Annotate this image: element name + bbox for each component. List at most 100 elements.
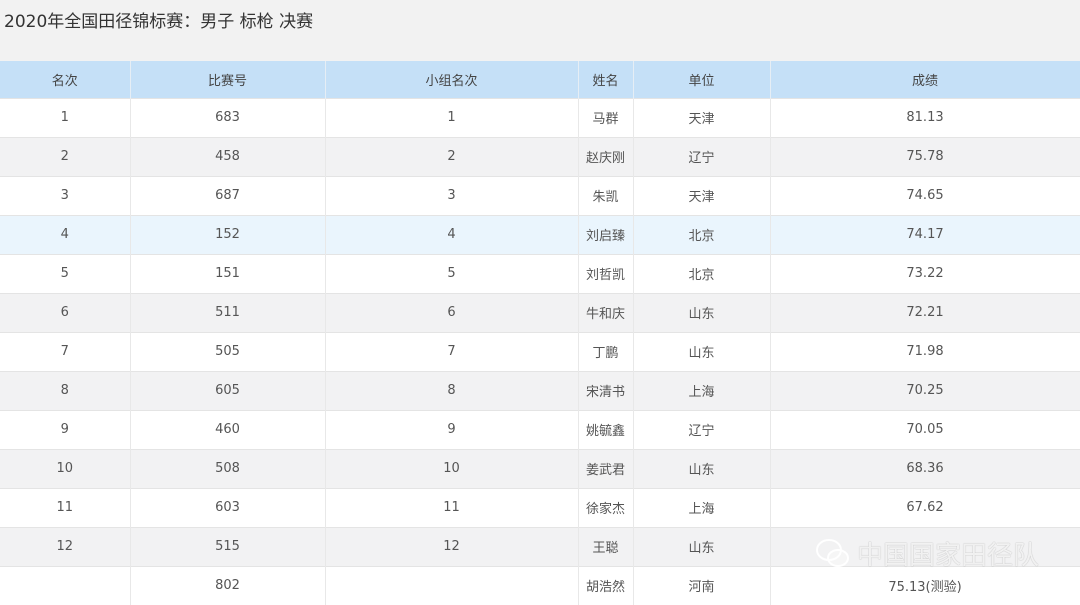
cell-team: 山东 — [633, 292, 771, 332]
cell-name: 朱凯 — [578, 175, 634, 215]
cell-rank: 1 — [0, 97, 131, 137]
cell-result: 72.21 — [770, 292, 1080, 332]
cell-team: 北京 — [633, 253, 771, 293]
cell-team: 辽宁 — [633, 409, 771, 449]
table-row: 5 151 5 刘哲凯 北京 73.22 — [0, 253, 1080, 293]
cell-bib: 802 — [130, 565, 326, 605]
cell-result: 71.98 — [770, 331, 1080, 371]
cell-name: 王聪 — [578, 526, 634, 566]
table-row: 7 505 7 丁鹏 山东 71.98 — [0, 331, 1080, 371]
cell-rank: 11 — [0, 487, 131, 527]
cell-group-rank: 2 — [325, 136, 579, 176]
table-row: 1 683 1 马群 天津 81.13 — [0, 97, 1080, 137]
cell-team: 山东 — [633, 331, 771, 371]
column-header-group-rank[interactable]: 小组名次 — [325, 61, 579, 98]
cell-group-rank: 6 — [325, 292, 579, 332]
cell-name: 姜武君 — [578, 448, 634, 488]
cell-rank: 3 — [0, 175, 131, 215]
cell-bib: 603 — [130, 487, 326, 527]
cell-bib: 151 — [130, 253, 326, 293]
cell-name: 徐家杰 — [578, 487, 634, 527]
table-row: 3 687 3 朱凯 天津 74.65 — [0, 175, 1080, 215]
table-row: 11 603 11 徐家杰 上海 67.62 — [0, 487, 1080, 527]
cell-result: 75.78 — [770, 136, 1080, 176]
cell-result: 68.36 — [770, 448, 1080, 488]
wechat-icon — [816, 538, 849, 567]
cell-group-rank: 3 — [325, 175, 579, 215]
results-table: 名次 比赛号 小组名次 姓名 单位 成绩 1 683 1 马群 天津 81.13 2 458 2 赵庆刚 辽宁… — [0, 61, 1080, 605]
watermark-text: 中国国家田径队 — [857, 541, 1040, 571]
cell-team: 天津 — [633, 97, 771, 137]
cell-result: 73.22 — [770, 253, 1080, 293]
cell-name: 马群 — [578, 97, 634, 137]
cell-group-rank: 9 — [325, 409, 579, 449]
cell-result: 74.17 — [770, 214, 1080, 254]
table-row: 802 胡浩然 河南 75.13(测验) — [0, 565, 1080, 605]
table-row: 2 458 2 赵庆刚 辽宁 75.78 — [0, 136, 1080, 176]
cell-result: 75.13(测验) — [770, 565, 1080, 605]
cell-bib: 505 — [130, 331, 326, 371]
cell-result: 70.05 — [770, 409, 1080, 449]
cell-group-rank — [325, 565, 579, 605]
cell-name: 丁鹏 — [578, 331, 634, 371]
header-row: 名次 比赛号 小组名次 姓名 单位 成绩 — [0, 61, 1080, 98]
cell-bib: 683 — [130, 97, 326, 137]
column-header-rank[interactable]: 名次 — [0, 61, 131, 98]
cell-rank: 12 — [0, 526, 131, 566]
cell-bib: 605 — [130, 370, 326, 410]
cell-rank: 5 — [0, 253, 131, 293]
cell-rank: 7 — [0, 331, 131, 371]
cell-bib: 508 — [130, 448, 326, 488]
cell-team: 河南 — [633, 565, 771, 605]
watermark: 中国国家田径队 — [815, 535, 1039, 572]
cell-rank: 6 — [0, 292, 131, 332]
cell-bib: 687 — [130, 175, 326, 215]
cell-rank — [0, 565, 131, 605]
cell-rank: 9 — [0, 409, 131, 449]
cell-name: 胡浩然 — [578, 565, 634, 605]
column-header-name[interactable]: 姓名 — [578, 61, 634, 98]
cell-group-rank: 11 — [325, 487, 579, 527]
cell-team: 上海 — [633, 487, 771, 527]
cell-bib: 152 — [130, 214, 326, 254]
cell-bib: 460 — [130, 409, 326, 449]
cell-result: 74.65 — [770, 175, 1080, 215]
cell-name: 刘启臻 — [578, 214, 634, 254]
cell-team: 天津 — [633, 175, 771, 215]
table-row: 9 460 9 姚毓鑫 辽宁 70.05 — [0, 409, 1080, 449]
cell-team: 北京 — [633, 214, 771, 254]
cell-bib: 515 — [130, 526, 326, 566]
cell-result — [770, 526, 1080, 566]
cell-rank: 4 — [0, 214, 131, 254]
cell-result: 67.62 — [770, 487, 1080, 527]
cell-group-rank: 10 — [325, 448, 579, 488]
cell-group-rank: 1 — [325, 97, 579, 137]
cell-result: 70.25 — [770, 370, 1080, 410]
cell-name: 牛和庆 — [578, 292, 634, 332]
cell-result: 81.13 — [770, 97, 1080, 137]
page-title: 2020年全国田径锦标赛：男子 标枪 决赛 — [4, 12, 314, 32]
cell-name: 刘哲凯 — [578, 253, 634, 293]
table-row: 8 605 8 宋清书 上海 70.25 — [0, 370, 1080, 410]
cell-team: 山东 — [633, 448, 771, 488]
cell-bib: 458 — [130, 136, 326, 176]
cell-name: 赵庆刚 — [578, 136, 634, 176]
cell-rank: 10 — [0, 448, 131, 488]
column-header-team[interactable]: 单位 — [633, 61, 771, 98]
column-header-result[interactable]: 成绩 — [770, 61, 1080, 98]
cell-group-rank: 4 — [325, 214, 579, 254]
cell-bib: 511 — [130, 292, 326, 332]
column-header-bib[interactable]: 比赛号 — [130, 61, 326, 98]
table-row: 12 515 12 王聪 山东 — [0, 526, 1080, 566]
table-row: 4 152 4 刘启臻 北京 74.17 — [0, 214, 1080, 254]
cell-rank: 2 — [0, 136, 131, 176]
cell-group-rank: 8 — [325, 370, 579, 410]
cell-group-rank: 12 — [325, 526, 579, 566]
cell-group-rank: 5 — [325, 253, 579, 293]
cell-team: 上海 — [633, 370, 771, 410]
cell-name: 宋清书 — [578, 370, 634, 410]
cell-group-rank: 7 — [325, 331, 579, 371]
cell-name: 姚毓鑫 — [578, 409, 634, 449]
cell-rank: 8 — [0, 370, 131, 410]
cell-team: 辽宁 — [633, 136, 771, 176]
